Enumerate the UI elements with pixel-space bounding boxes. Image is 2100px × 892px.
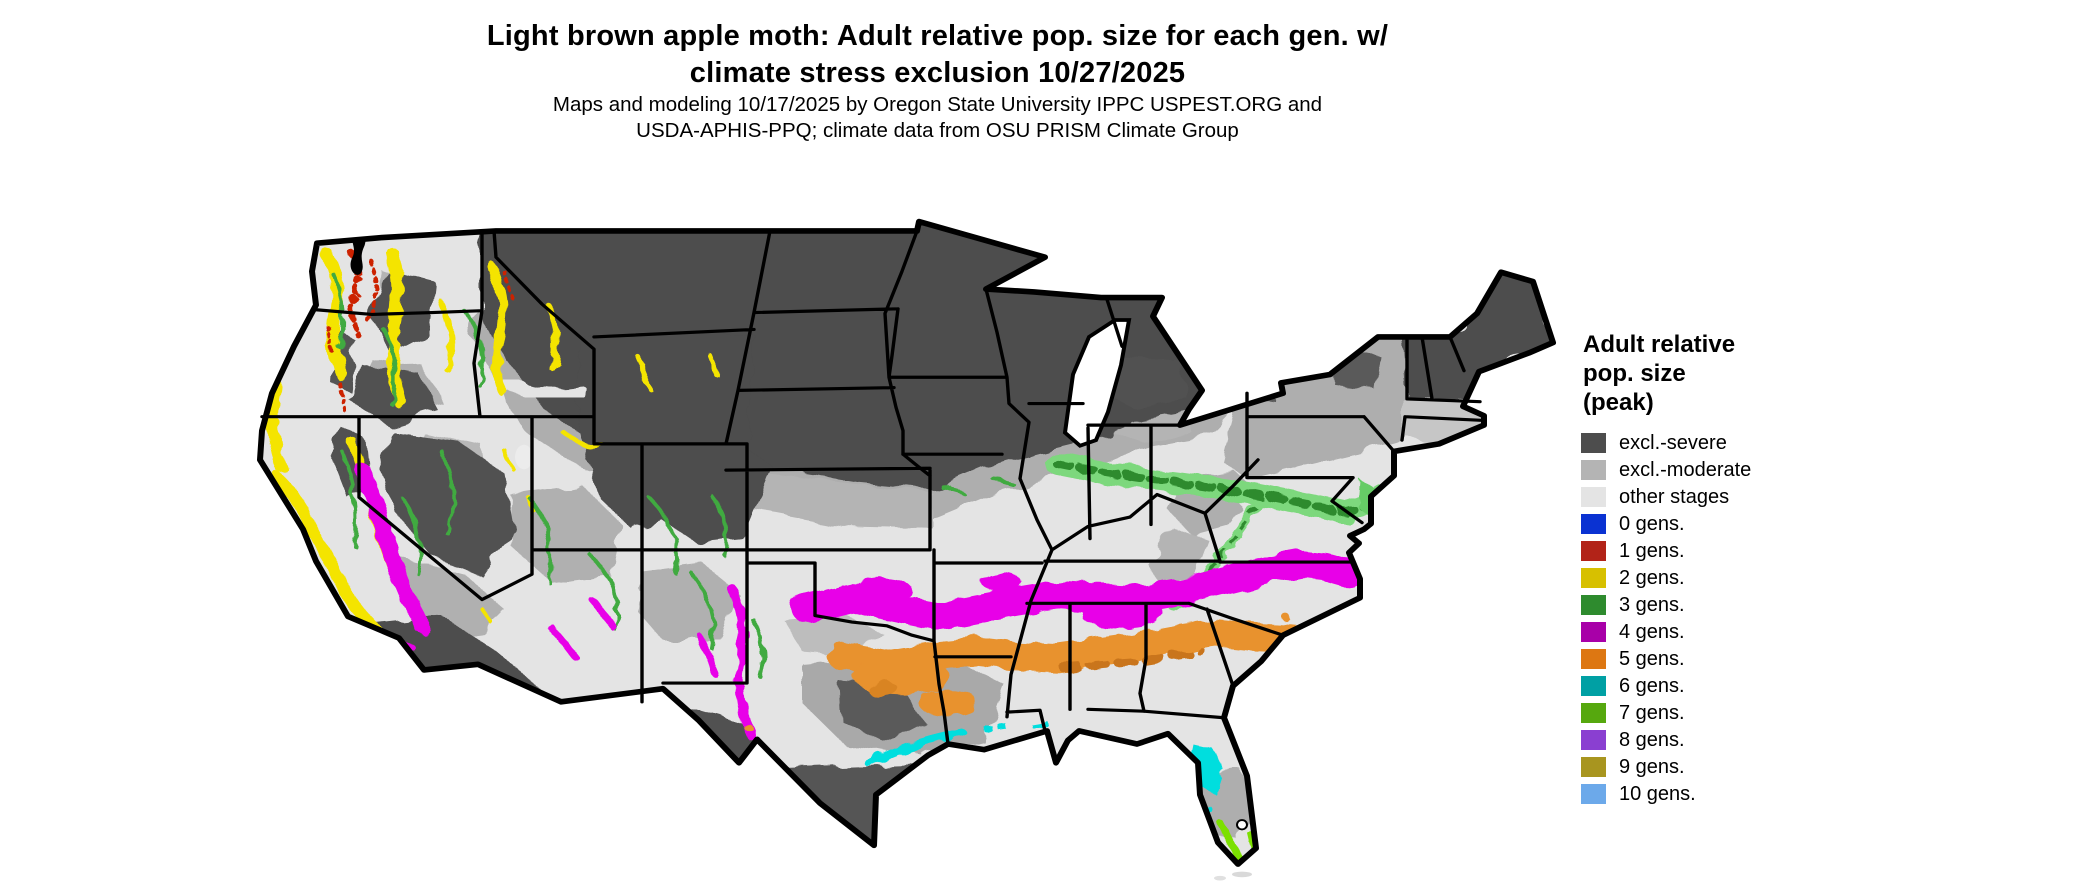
- legend-row: 8 gens.: [1581, 726, 1891, 753]
- legend-row: 5 gens.: [1581, 645, 1891, 672]
- legend-title: Adult relative pop. size (peak): [1583, 330, 1891, 417]
- legend-swatch: [1581, 432, 1606, 453]
- legend-swatch: [1581, 594, 1606, 615]
- legend-row: 6 gens.: [1581, 672, 1891, 699]
- map-title-line2: climate stress exclusion 10/27/2025: [689, 57, 1186, 89]
- legend-swatch: [1581, 702, 1606, 723]
- legend-row: excl.-moderate: [1581, 456, 1891, 483]
- florida-keys: [1214, 875, 1226, 881]
- state-borders: [260, 229, 1486, 746]
- legend-swatch: [1581, 675, 1606, 696]
- legend-row: 4 gens.: [1581, 618, 1891, 645]
- legend-row: 7 gens.: [1581, 699, 1891, 726]
- map-legend: Adult relative pop. size (peak) excl.-se…: [1581, 330, 1891, 807]
- florida-keys: [1232, 871, 1252, 878]
- legend-row: 2 gens.: [1581, 564, 1891, 591]
- map-subtitle-line1: Maps and modeling 10/17/2025 by Oregon S…: [552, 93, 1323, 116]
- legend-swatch: [1581, 567, 1606, 588]
- legend-swatch: [1581, 513, 1606, 534]
- legend-row: other stages: [1581, 483, 1891, 510]
- legend-row: 10 gens.: [1581, 780, 1891, 807]
- us-map-container: [240, 166, 1562, 888]
- legend-row: 1 gens.: [1581, 537, 1891, 564]
- legend-swatch: [1581, 486, 1606, 507]
- legend-item-label: excl.-moderate: [1619, 458, 1752, 481]
- legend-item-label: 8 gens.: [1619, 728, 1685, 751]
- legend-item-label: 2 gens.: [1619, 566, 1685, 589]
- legend-items: excl.-severe excl.-moderate other stages…: [1581, 429, 1891, 807]
- legend-row: 9 gens.: [1581, 753, 1891, 780]
- us-outline: [257, 218, 1556, 867]
- legend-swatch: [1581, 621, 1606, 642]
- legend-item-label: 7 gens.: [1619, 701, 1685, 724]
- legend-swatch: [1581, 540, 1606, 561]
- map-title: Light brown apple moth: Adult relative p…: [0, 18, 1875, 92]
- map-layer-gen5-orange: [743, 614, 1339, 730]
- legend-title-line3: (peak): [1583, 389, 1654, 416]
- legend-item-label: 3 gens.: [1619, 593, 1685, 616]
- legend-item-label: excl.-severe: [1619, 431, 1727, 454]
- map-subtitle-line2: USDA-APHIS-PPQ; climate data from OSU PR…: [636, 119, 1239, 142]
- legend-swatch: [1581, 648, 1606, 669]
- legend-row: excl.-severe: [1581, 429, 1891, 456]
- great-salt-lake: [515, 444, 533, 470]
- map-subtitle: Maps and modeling 10/17/2025 by Oregon S…: [0, 92, 1875, 144]
- legend-item-label: 1 gens.: [1619, 539, 1685, 562]
- legend-row: 3 gens.: [1581, 591, 1891, 618]
- legend-swatch: [1581, 783, 1606, 804]
- us-map: [257, 218, 1556, 881]
- legend-item-label: other stages: [1619, 485, 1730, 508]
- legend-swatch: [1581, 729, 1606, 750]
- lake-okeechobee: [1236, 819, 1248, 831]
- legend-item-label: 0 gens.: [1619, 512, 1685, 535]
- legend-item-label: 5 gens.: [1619, 647, 1685, 670]
- legend-swatch: [1581, 756, 1606, 777]
- legend-title-line1: Adult relative: [1583, 331, 1736, 358]
- legend-item-label: 4 gens.: [1619, 620, 1685, 643]
- legend-swatch: [1581, 459, 1606, 480]
- legend-item-label: 6 gens.: [1619, 674, 1685, 697]
- legend-row: 0 gens.: [1581, 510, 1891, 537]
- legend-item-label: 10 gens.: [1619, 782, 1696, 805]
- legend-item-label: 9 gens.: [1619, 755, 1685, 778]
- map-title-line1: Light brown apple moth: Adult relative p…: [486, 20, 1389, 52]
- legend-title-line2: pop. size: [1583, 360, 1686, 387]
- map-snake-plain: [497, 375, 589, 402]
